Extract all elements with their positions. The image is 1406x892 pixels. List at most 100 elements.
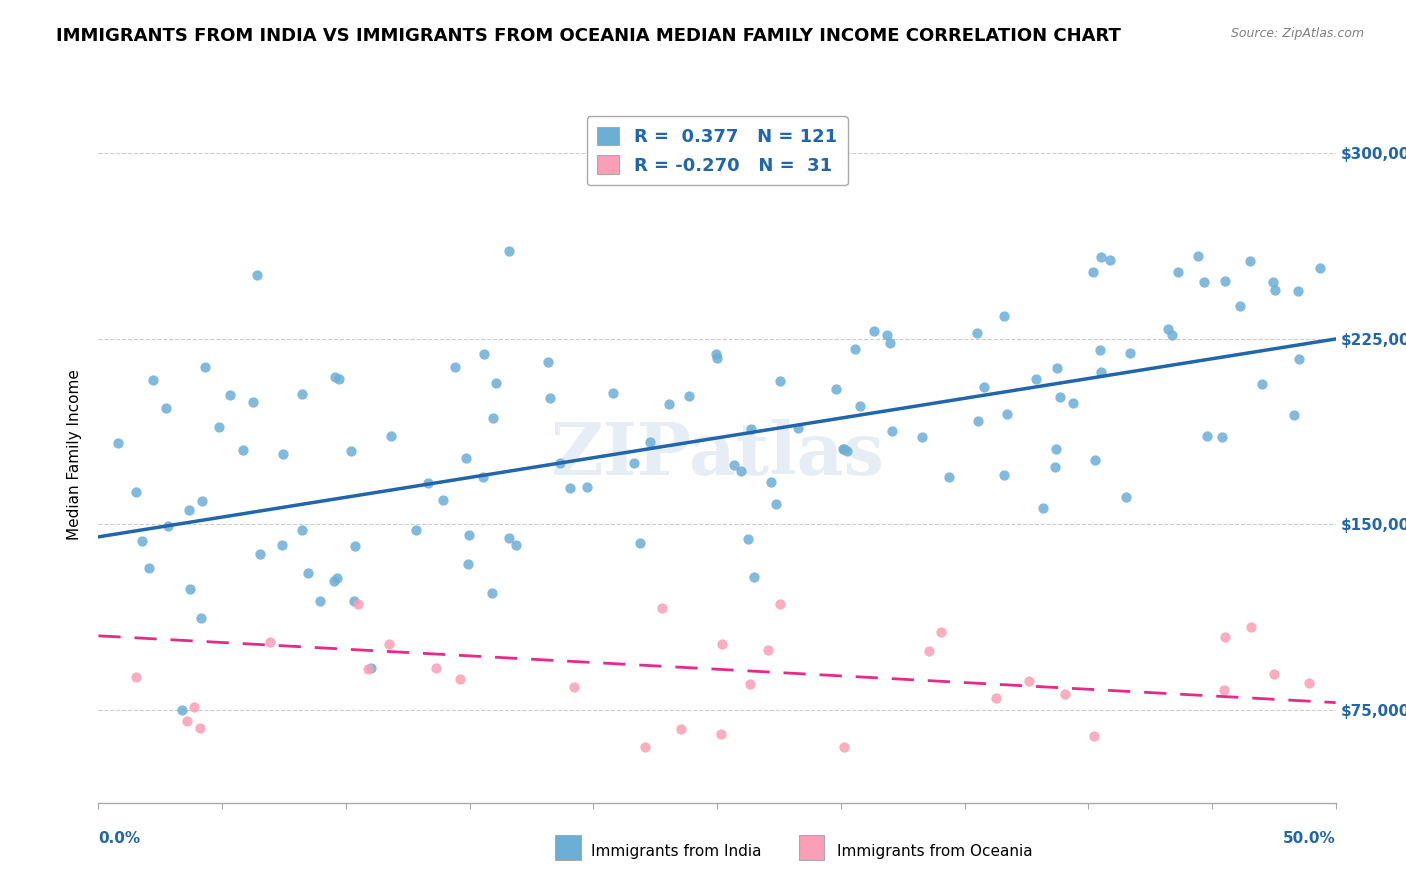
Point: [1098, 253, 1121, 268]
Text: ZIPatlas: ZIPatlas: [550, 419, 884, 491]
Point: [1160, 328, 1182, 343]
Point: [1090, 365, 1112, 379]
Point: [1261, 275, 1284, 289]
Point: [723, 458, 745, 472]
Point: [575, 480, 598, 494]
Point: [125, 484, 148, 499]
Point: [325, 370, 347, 384]
Point: [1083, 265, 1105, 279]
Point: [1264, 283, 1286, 297]
Point: [183, 700, 205, 714]
Point: [711, 637, 734, 651]
Point: [1250, 377, 1272, 392]
Point: [346, 598, 368, 612]
Point: [787, 421, 810, 435]
Point: [880, 424, 903, 438]
Point: [449, 672, 471, 686]
Point: [326, 571, 349, 585]
Point: [769, 375, 792, 389]
Point: [1263, 666, 1285, 681]
Point: [967, 414, 990, 428]
Point: [765, 497, 787, 511]
Point: [481, 410, 503, 425]
Point: [911, 430, 934, 444]
Point: [1032, 500, 1054, 515]
Point: [498, 244, 520, 259]
Point: [658, 397, 681, 411]
Point: [1213, 683, 1236, 698]
Point: [638, 435, 661, 450]
Point: [704, 346, 727, 360]
Point: [678, 389, 700, 403]
Point: [481, 585, 503, 599]
Point: [344, 539, 367, 553]
Y-axis label: Median Family Income: Median Family Income: [67, 369, 83, 541]
Point: [740, 422, 762, 436]
Point: [730, 464, 752, 478]
Point: [1195, 429, 1218, 443]
Point: [343, 594, 366, 608]
Point: [1049, 390, 1071, 404]
Point: [416, 476, 439, 491]
Point: [1115, 490, 1137, 504]
Text: 0.0%: 0.0%: [98, 830, 141, 846]
Point: [176, 714, 198, 729]
Point: [602, 386, 624, 401]
Point: [308, 594, 330, 608]
Point: [498, 531, 520, 545]
Point: [457, 557, 479, 571]
Point: [232, 442, 254, 457]
Text: 50.0%: 50.0%: [1282, 830, 1336, 846]
Point: [706, 351, 728, 365]
Point: [378, 636, 401, 650]
Point: [1288, 284, 1310, 298]
Point: [876, 328, 898, 343]
Text: IMMIGRANTS FROM INDIA VS IMMIGRANTS FROM OCEANIA MEDIAN FAMILY INCOME CORRELATIO: IMMIGRANTS FROM INDIA VS IMMIGRANTS FROM…: [56, 27, 1121, 45]
Point: [548, 456, 571, 470]
Point: [107, 436, 129, 450]
Point: [849, 399, 872, 413]
Point: [444, 360, 467, 375]
Point: [1018, 673, 1040, 688]
Point: [1282, 408, 1305, 422]
Point: [432, 492, 454, 507]
Point: [538, 391, 561, 405]
Point: [1298, 676, 1320, 690]
Point: [938, 470, 960, 484]
Point: [997, 407, 1019, 421]
Point: [651, 601, 673, 615]
Point: [1046, 361, 1069, 376]
Point: [669, 722, 692, 736]
Point: [1062, 396, 1084, 410]
Point: [761, 475, 783, 489]
Point: [623, 456, 645, 470]
Point: [179, 582, 201, 597]
Point: [1157, 322, 1180, 336]
Point: [131, 533, 153, 548]
Point: [155, 401, 177, 415]
Point: [863, 324, 886, 338]
Point: [177, 503, 200, 517]
Point: [242, 395, 264, 409]
Point: [191, 493, 214, 508]
Point: [1187, 249, 1209, 263]
Point: [738, 677, 761, 691]
Point: [291, 523, 314, 537]
Point: [756, 642, 779, 657]
Point: [297, 566, 319, 581]
Point: [138, 561, 160, 575]
Point: [929, 624, 952, 639]
Text: Source: ZipAtlas.com: Source: ZipAtlas.com: [1230, 27, 1364, 40]
Point: [844, 343, 866, 357]
Point: [1309, 261, 1331, 276]
Point: [188, 721, 211, 735]
Point: [1192, 275, 1215, 289]
Point: [472, 470, 495, 484]
Point: [993, 309, 1015, 323]
Point: [769, 597, 792, 611]
Point: [156, 519, 179, 533]
Point: [966, 326, 988, 340]
Point: [357, 662, 380, 676]
Point: [1084, 453, 1107, 467]
Point: [1167, 265, 1189, 279]
